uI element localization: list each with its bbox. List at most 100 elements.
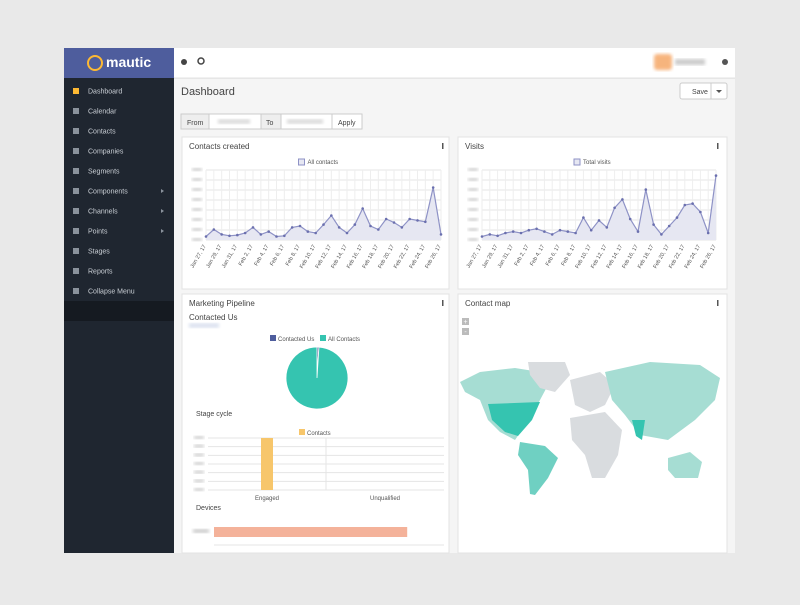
- menu-item[interactable]: Components: [88, 189, 128, 196]
- collapse-bg: [64, 301, 174, 321]
- legend-label: All contacts: [308, 160, 339, 166]
- settings-icon[interactable]: [722, 59, 728, 65]
- point: [496, 234, 499, 238]
- zoom-out[interactable]: [462, 328, 469, 335]
- point: [589, 228, 593, 232]
- point: [220, 233, 223, 236]
- panel-menu[interactable]: [442, 300, 444, 306]
- sidebar: [64, 48, 174, 553]
- zoom-out-label: -: [464, 329, 467, 336]
- brand-name: mautic: [106, 54, 151, 70]
- menu-item[interactable]: Points: [88, 229, 108, 236]
- blurred-tick: [192, 208, 202, 211]
- from-date[interactable]: [218, 119, 250, 124]
- menu-item[interactable]: Contacts: [88, 129, 116, 136]
- menu-icon: [73, 108, 79, 114]
- menu-item[interactable]: Channels: [88, 209, 118, 216]
- point: [706, 231, 710, 235]
- menu-icon: [73, 268, 79, 274]
- panel-menu[interactable]: [717, 300, 719, 306]
- point: [613, 206, 616, 210]
- menu-item[interactable]: Collapse Menu: [88, 289, 135, 296]
- to-date[interactable]: [287, 119, 323, 124]
- menu-caret: [161, 209, 164, 213]
- user-name[interactable]: [675, 59, 705, 65]
- save-button[interactable]: [679, 82, 728, 100]
- point: [558, 228, 562, 232]
- point: [259, 233, 263, 236]
- point: [683, 203, 687, 207]
- menu-item[interactable]: Stages: [88, 249, 110, 256]
- pie-title: Contacted Us: [189, 313, 237, 322]
- point: [488, 233, 492, 236]
- point: [439, 233, 443, 236]
- point: [597, 219, 601, 222]
- menu-icon: [73, 228, 79, 234]
- stage-title: Stage cycle: [196, 411, 232, 418]
- point: [699, 210, 702, 214]
- from-label: From: [187, 120, 204, 127]
- point: [212, 228, 216, 231]
- point: [251, 226, 255, 229]
- point: [353, 223, 357, 226]
- x-tick-label: Engaged: [255, 496, 279, 502]
- point: [267, 230, 270, 233]
- legend-swatch: [270, 335, 276, 341]
- legend-label: Contacted Us: [278, 337, 314, 343]
- blurred-tick: [192, 218, 202, 221]
- blurred-tick: [468, 198, 478, 201]
- point: [416, 219, 419, 222]
- topbar: [174, 48, 735, 78]
- blurred-tick: [194, 470, 204, 474]
- area: [206, 187, 441, 240]
- australia: [668, 452, 702, 478]
- menu-item[interactable]: Reports: [88, 269, 113, 276]
- point: [290, 226, 294, 229]
- point: [644, 188, 648, 191]
- south-america: [518, 442, 558, 495]
- blurred-tick: [192, 188, 202, 191]
- point: [330, 214, 333, 217]
- brand-logo: [87, 55, 103, 71]
- bell-icon[interactable]: [181, 59, 187, 65]
- panel-title: Contact map: [465, 299, 511, 308]
- panel-menu[interactable]: [442, 143, 444, 149]
- menu-icon: [73, 208, 79, 214]
- blurred-tick: [468, 178, 478, 181]
- apply-button[interactable]: [331, 113, 363, 130]
- menu-icon: [73, 248, 79, 254]
- point: [550, 233, 554, 236]
- menu-icon: [73, 168, 79, 174]
- panel-title: Visits: [465, 142, 484, 151]
- zoom-in[interactable]: [462, 318, 469, 325]
- blurred-tick: [194, 479, 204, 483]
- point: [306, 230, 310, 233]
- zoom-in-label: +: [463, 319, 467, 326]
- menu-item[interactable]: Companies: [88, 149, 124, 156]
- blurred-tick: [192, 238, 202, 241]
- from-addon: [180, 113, 210, 130]
- point: [400, 226, 404, 229]
- point: [322, 223, 325, 226]
- menu-caret: [161, 189, 164, 193]
- search-icon[interactable]: [197, 57, 205, 65]
- blurred-tick: [468, 218, 478, 221]
- panel: [181, 293, 450, 554]
- blurred-tick: [194, 444, 204, 448]
- legend-swatch: [299, 429, 305, 435]
- legend-swatch: [573, 158, 581, 166]
- menu-item[interactable]: Calendar: [88, 109, 117, 116]
- blurred-tick: [192, 168, 202, 171]
- avatar[interactable]: [654, 54, 672, 70]
- legend-label: All Contacts: [328, 337, 360, 343]
- bar: [261, 438, 273, 490]
- panel-menu[interactable]: [717, 143, 719, 149]
- point: [314, 231, 317, 235]
- menu-item[interactable]: Dashboard: [88, 89, 122, 96]
- menu-icon: [73, 188, 79, 194]
- point: [369, 224, 372, 228]
- save-caret[interactable]: [716, 90, 722, 93]
- point: [480, 235, 484, 238]
- point: [691, 202, 694, 205]
- menu-item[interactable]: Segments: [88, 169, 120, 176]
